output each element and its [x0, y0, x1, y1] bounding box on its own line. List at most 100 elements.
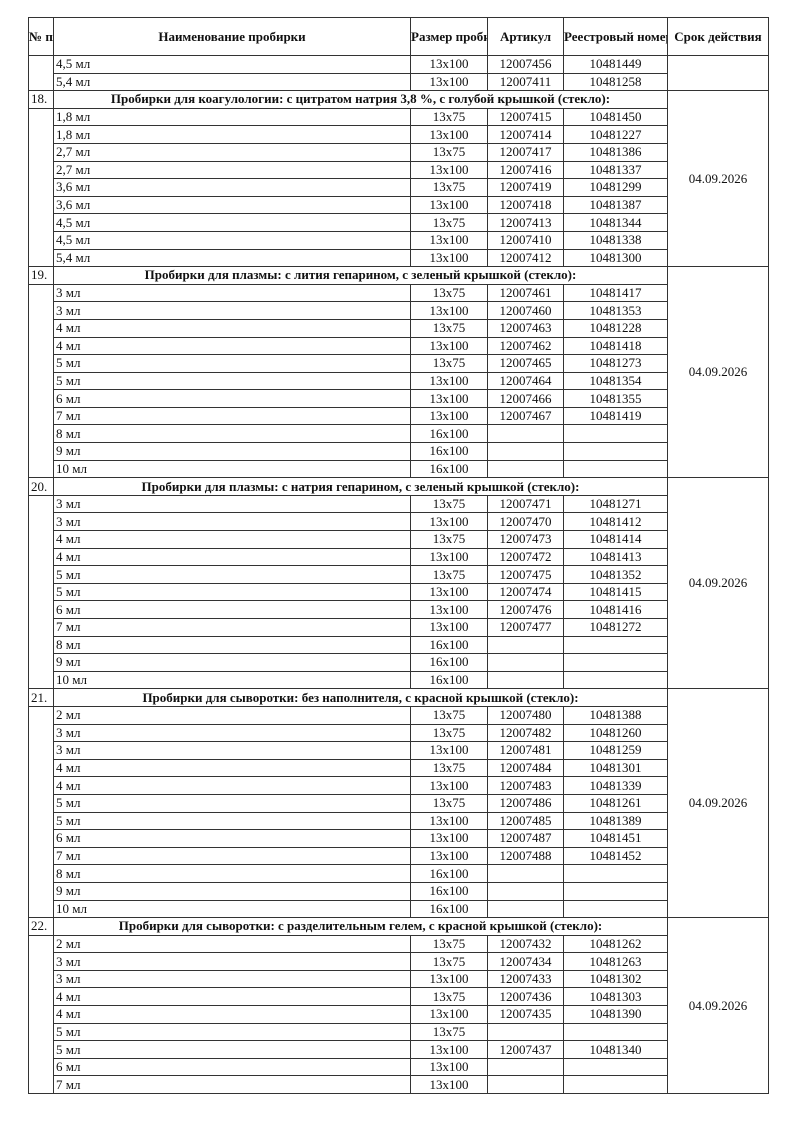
table-row: 4 мл 13x100 12007462 10481418 — [29, 336, 769, 356]
tube-size: 13x100 — [410, 72, 488, 92]
tube-name: 7 мл — [53, 846, 411, 866]
article: 12007463 — [487, 318, 564, 338]
tube-size: 13x100 — [410, 160, 488, 180]
registry-number: 10481303 — [563, 987, 668, 1007]
tube-name: 9 мл — [53, 881, 411, 901]
header-validity: Срок действия — [667, 17, 769, 56]
tube-name: 2,7 мл — [53, 160, 411, 180]
tube-name: 3 мл — [53, 723, 411, 743]
tube-name: 4 мл — [53, 776, 411, 795]
article — [487, 635, 564, 655]
table-row: 5 мл 13x75 12007486 10481261 — [29, 793, 769, 813]
table-row: 3 мл 13x100 12007433 10481302 — [29, 969, 769, 989]
tube-size: 13x75 — [410, 705, 488, 725]
table-row: 7 мл 13x100 12007467 10481419 — [29, 406, 769, 426]
article: 12007416 — [487, 160, 564, 180]
article: 12007470 — [487, 512, 564, 532]
tube-name: 5,4 мл — [53, 72, 411, 92]
registry-number: 10481419 — [563, 406, 668, 426]
registry-number: 10481389 — [563, 811, 668, 831]
article: 12007437 — [487, 1040, 564, 1059]
tubes-table: № п/п Наименование пробирки Размер проби… — [28, 17, 769, 1095]
article: 12007477 — [487, 618, 564, 637]
number-cell-empty — [28, 54, 54, 92]
table-row: 3 мл 13x75 12007461 10481417 — [28, 283, 769, 479]
tube-name: 8 мл — [53, 635, 411, 655]
tube-size: 13x75 — [410, 565, 488, 584]
registry-number: 10481271 — [563, 494, 668, 514]
article — [487, 670, 564, 690]
number-cell-empty — [28, 107, 54, 268]
tube-size: 13x100 — [410, 406, 488, 426]
tube-name: 7 мл — [53, 1075, 411, 1095]
number-cell-empty — [28, 283, 54, 479]
tube-name: 4,5 мл — [53, 213, 411, 232]
table-row: 4,5 мл 13x100 12007456 10481449 — [28, 54, 769, 92]
registry-number: 10481339 — [563, 776, 668, 795]
header-row: № п/п Наименование пробирки Размер проби… — [28, 17, 769, 56]
table-row: 2 мл 13x75 12007432 10481262 — [28, 934, 769, 1095]
table-row: 2 мл 13x75 12007480 10481388 — [28, 705, 769, 919]
validity-date — [667, 54, 769, 92]
article: 12007456 — [487, 55, 564, 74]
registry-number: 10481258 — [563, 72, 668, 92]
tube-name: 9 мл — [53, 442, 411, 461]
registry-number: 10481262 — [563, 934, 668, 954]
registry-number: 10481354 — [563, 371, 668, 391]
registry-number: 10481227 — [563, 125, 668, 144]
registry-number: 10481228 — [563, 318, 668, 338]
article: 12007464 — [487, 371, 564, 391]
section-number: 20. — [28, 477, 54, 496]
section-title: Пробирки для сыворотки: с разделительным… — [53, 917, 668, 936]
section-title: Пробирки для плазмы: с лития гепарином, … — [53, 266, 668, 285]
tube-size: 16x100 — [410, 459, 488, 479]
article: 12007475 — [487, 565, 564, 584]
tube-size: 16x100 — [410, 670, 488, 690]
table-row: 6 мл 13x100 12007466 10481355 — [29, 389, 769, 408]
tube-size: 13x75 — [410, 793, 488, 813]
table-row: 4 мл 13x100 12007472 10481413 — [29, 547, 769, 567]
section-title: Пробирки для сыворотки: без наполнителя,… — [53, 688, 668, 707]
tube-size: 13x100 — [410, 547, 488, 567]
tube-name: 3 мл — [53, 301, 411, 320]
registry-number: 10481302 — [563, 969, 668, 989]
article: 12007476 — [487, 600, 564, 619]
table-row: 5 мл 13x75 — [29, 1022, 769, 1042]
table-row: 4 мл 13x75 12007484 10481301 — [29, 758, 769, 778]
registry-number: 10481390 — [563, 1005, 668, 1024]
table-row: 4 мл 13x75 12007436 10481303 — [29, 987, 769, 1007]
registry-number: 10481260 — [563, 723, 668, 743]
tube-size: 13x100 — [410, 1040, 488, 1059]
tube-size: 13x100 — [410, 776, 488, 795]
tube-name: 10 мл — [53, 670, 411, 690]
article: 12007435 — [487, 1005, 564, 1024]
table-row: 7 мл 13x100 12007488 10481452 — [29, 846, 769, 866]
article: 12007483 — [487, 776, 564, 795]
article — [487, 1075, 564, 1095]
tube-name: 5 мл — [53, 354, 411, 373]
section-number: 21. — [28, 688, 54, 707]
article: 12007484 — [487, 758, 564, 778]
registry-number — [563, 1057, 668, 1077]
table-row: 7 мл 13x100 — [29, 1075, 769, 1095]
article — [487, 459, 564, 479]
tube-size: 13x100 — [410, 230, 488, 250]
tube-name: 6 мл — [53, 600, 411, 619]
registry-number: 10481451 — [563, 829, 668, 848]
table-row: 2,7 мл 13x100 12007416 10481337 — [29, 160, 769, 180]
registry-number: 10481416 — [563, 600, 668, 619]
table-row: 10 мл 16x100 — [29, 670, 769, 690]
tube-name: 10 мл — [53, 459, 411, 479]
registry-number — [563, 653, 668, 672]
validity-date: 04.09.2026 — [667, 477, 769, 690]
registry-number: 10481449 — [563, 55, 668, 74]
registry-number — [563, 864, 668, 883]
article: 12007473 — [487, 530, 564, 549]
table-row: 3,6 мл 13x75 12007419 10481299 — [29, 178, 769, 197]
tube-size: 13x100 — [410, 301, 488, 320]
table-row: 9 мл 16x100 — [29, 442, 769, 461]
registry-number: 10481259 — [563, 741, 668, 760]
tube-size: 13x100 — [410, 811, 488, 831]
number-cell-empty — [28, 705, 54, 919]
table-row: 4,5 мл 13x75 12007413 10481344 — [29, 213, 769, 232]
